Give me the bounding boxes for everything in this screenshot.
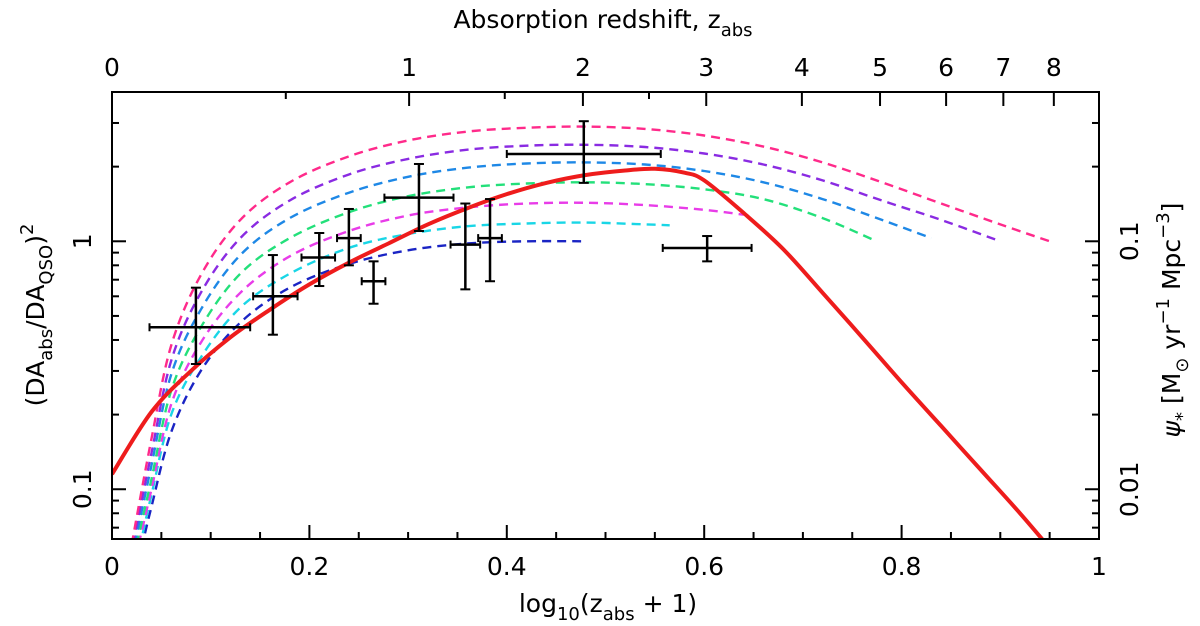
- sfr-curve-group: [112, 166, 1045, 539]
- top-tick-label: 6: [938, 53, 954, 82]
- model-curve-3: [138, 201, 744, 539]
- data-point: [477, 198, 503, 283]
- top-tick-label: 7: [995, 53, 1011, 82]
- model-curve-7: [131, 125, 1051, 539]
- model-curve-1: [142, 239, 586, 539]
- data-point: [300, 231, 337, 288]
- data-point: [505, 120, 662, 184]
- y-axis-title-left: (DAabs/DAQSO)2: [17, 224, 57, 407]
- x-axis-title: log10(zabs + 1): [519, 589, 697, 625]
- top-tick-label: 2: [575, 53, 591, 82]
- axis-ticks: [111, 91, 1100, 539]
- top-tick-label: 1: [401, 53, 417, 82]
- y-tick-label-right: 0.01: [1115, 461, 1144, 517]
- y-tick-label-right: 0.1: [1115, 221, 1144, 261]
- model-curve-6: [132, 143, 1001, 539]
- data-point: [336, 207, 362, 267]
- data-point: [148, 286, 252, 365]
- data-point: [449, 202, 482, 291]
- top-tick-label: 5: [872, 53, 888, 82]
- data-point: [383, 162, 455, 233]
- y-axis-title-right: ψ* [M⊙ yr−1 Mpc−3]: [1153, 203, 1193, 438]
- y-tick-label-left: 1: [68, 233, 97, 249]
- x-tick-label: 0.2: [290, 552, 330, 581]
- model-curve-2: [140, 221, 670, 539]
- x-tick-label: 0.4: [487, 552, 527, 581]
- x-tick-label: 0.8: [882, 552, 922, 581]
- y-tick-label-left: 0.1: [68, 469, 97, 509]
- sfr-curve: [112, 166, 1045, 539]
- model-curves: [131, 125, 1051, 539]
- tick-labels: 0 0.2 0.4 0.6 0.8 1 0 1 2 3 4 5 6 7 8 0.1 1 0.01 0.1: [68, 53, 1144, 581]
- top-tick-label: 0: [104, 53, 120, 82]
- data-points: [148, 120, 753, 365]
- data-point: [252, 254, 299, 336]
- data-point: [360, 260, 387, 305]
- plot-area: [112, 120, 1051, 539]
- top-axis-title: Absorption redshift, zabs: [453, 5, 752, 41]
- x-tick-label: 0: [104, 552, 120, 581]
- top-tick-label: 8: [1046, 53, 1062, 82]
- top-tick-label: 3: [698, 53, 714, 82]
- data-point: [661, 235, 753, 263]
- top-tick-label: 4: [794, 53, 810, 82]
- model-curve-4: [136, 181, 873, 539]
- x-tick-label: 0.6: [684, 552, 724, 581]
- x-tick-label: 1: [1091, 552, 1107, 581]
- model-curve-5: [134, 161, 932, 539]
- plot-frame: [111, 91, 1100, 540]
